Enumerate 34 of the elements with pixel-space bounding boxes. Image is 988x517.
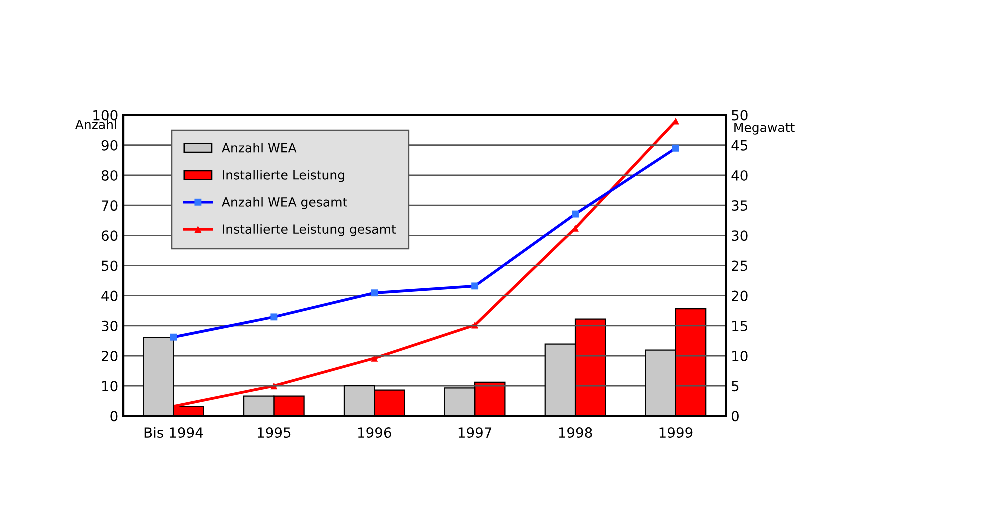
y2-tick-label: 10 (732, 350, 748, 362)
y2-tick-label: 35 (732, 200, 748, 212)
x-tick-label: 1999 (660, 428, 693, 438)
y-tick-label: 50 (102, 260, 118, 272)
y2-tick-label: 40 (732, 170, 748, 181)
y-tick-label: 30 (102, 320, 118, 332)
y2-tick-label: 25 (732, 260, 748, 272)
x-tick-label: 1995 (258, 428, 291, 438)
x-tick-label: 1998 (559, 428, 592, 438)
legend-label: Installierte Leistung (223, 170, 344, 182)
y2-tick-label: 20 (732, 290, 748, 302)
y2-tick-label: 30 (732, 230, 748, 242)
legend-label: Installierte Leistung gesamt (223, 224, 396, 236)
y-tick-label: 60 (102, 230, 118, 242)
x-tick-label: 1997 (458, 428, 492, 438)
legend-label: Anzahl WEA gesamt (222, 197, 348, 210)
y-tick-label: 70 (102, 200, 118, 212)
y-axis-title: Anzahl (75, 120, 116, 130)
legend-label: Anzahl WEA (222, 143, 297, 153)
y-tick-label: 100 (94, 110, 118, 121)
y-tick-label: 40 (102, 290, 118, 302)
y2-tick-label: 0 (732, 411, 739, 422)
y2-tick-label: 5 (732, 381, 739, 392)
y2-tick-label: 15 (732, 321, 748, 332)
y-tick-label: 10 (102, 381, 118, 392)
y-tick-label: 0 (110, 411, 118, 422)
y-tick-label: 80 (102, 170, 118, 181)
y2-tick-label: 45 (732, 140, 748, 151)
y-tick-label: 90 (102, 140, 118, 151)
x-tick-label: 1996 (358, 428, 392, 438)
y-tick-label: 20 (102, 350, 118, 362)
x-tick-label: Bis 1994 (144, 427, 204, 438)
y2-axis-title: Megawatt (734, 123, 795, 135)
y2-tick-label: 50 (732, 110, 748, 121)
